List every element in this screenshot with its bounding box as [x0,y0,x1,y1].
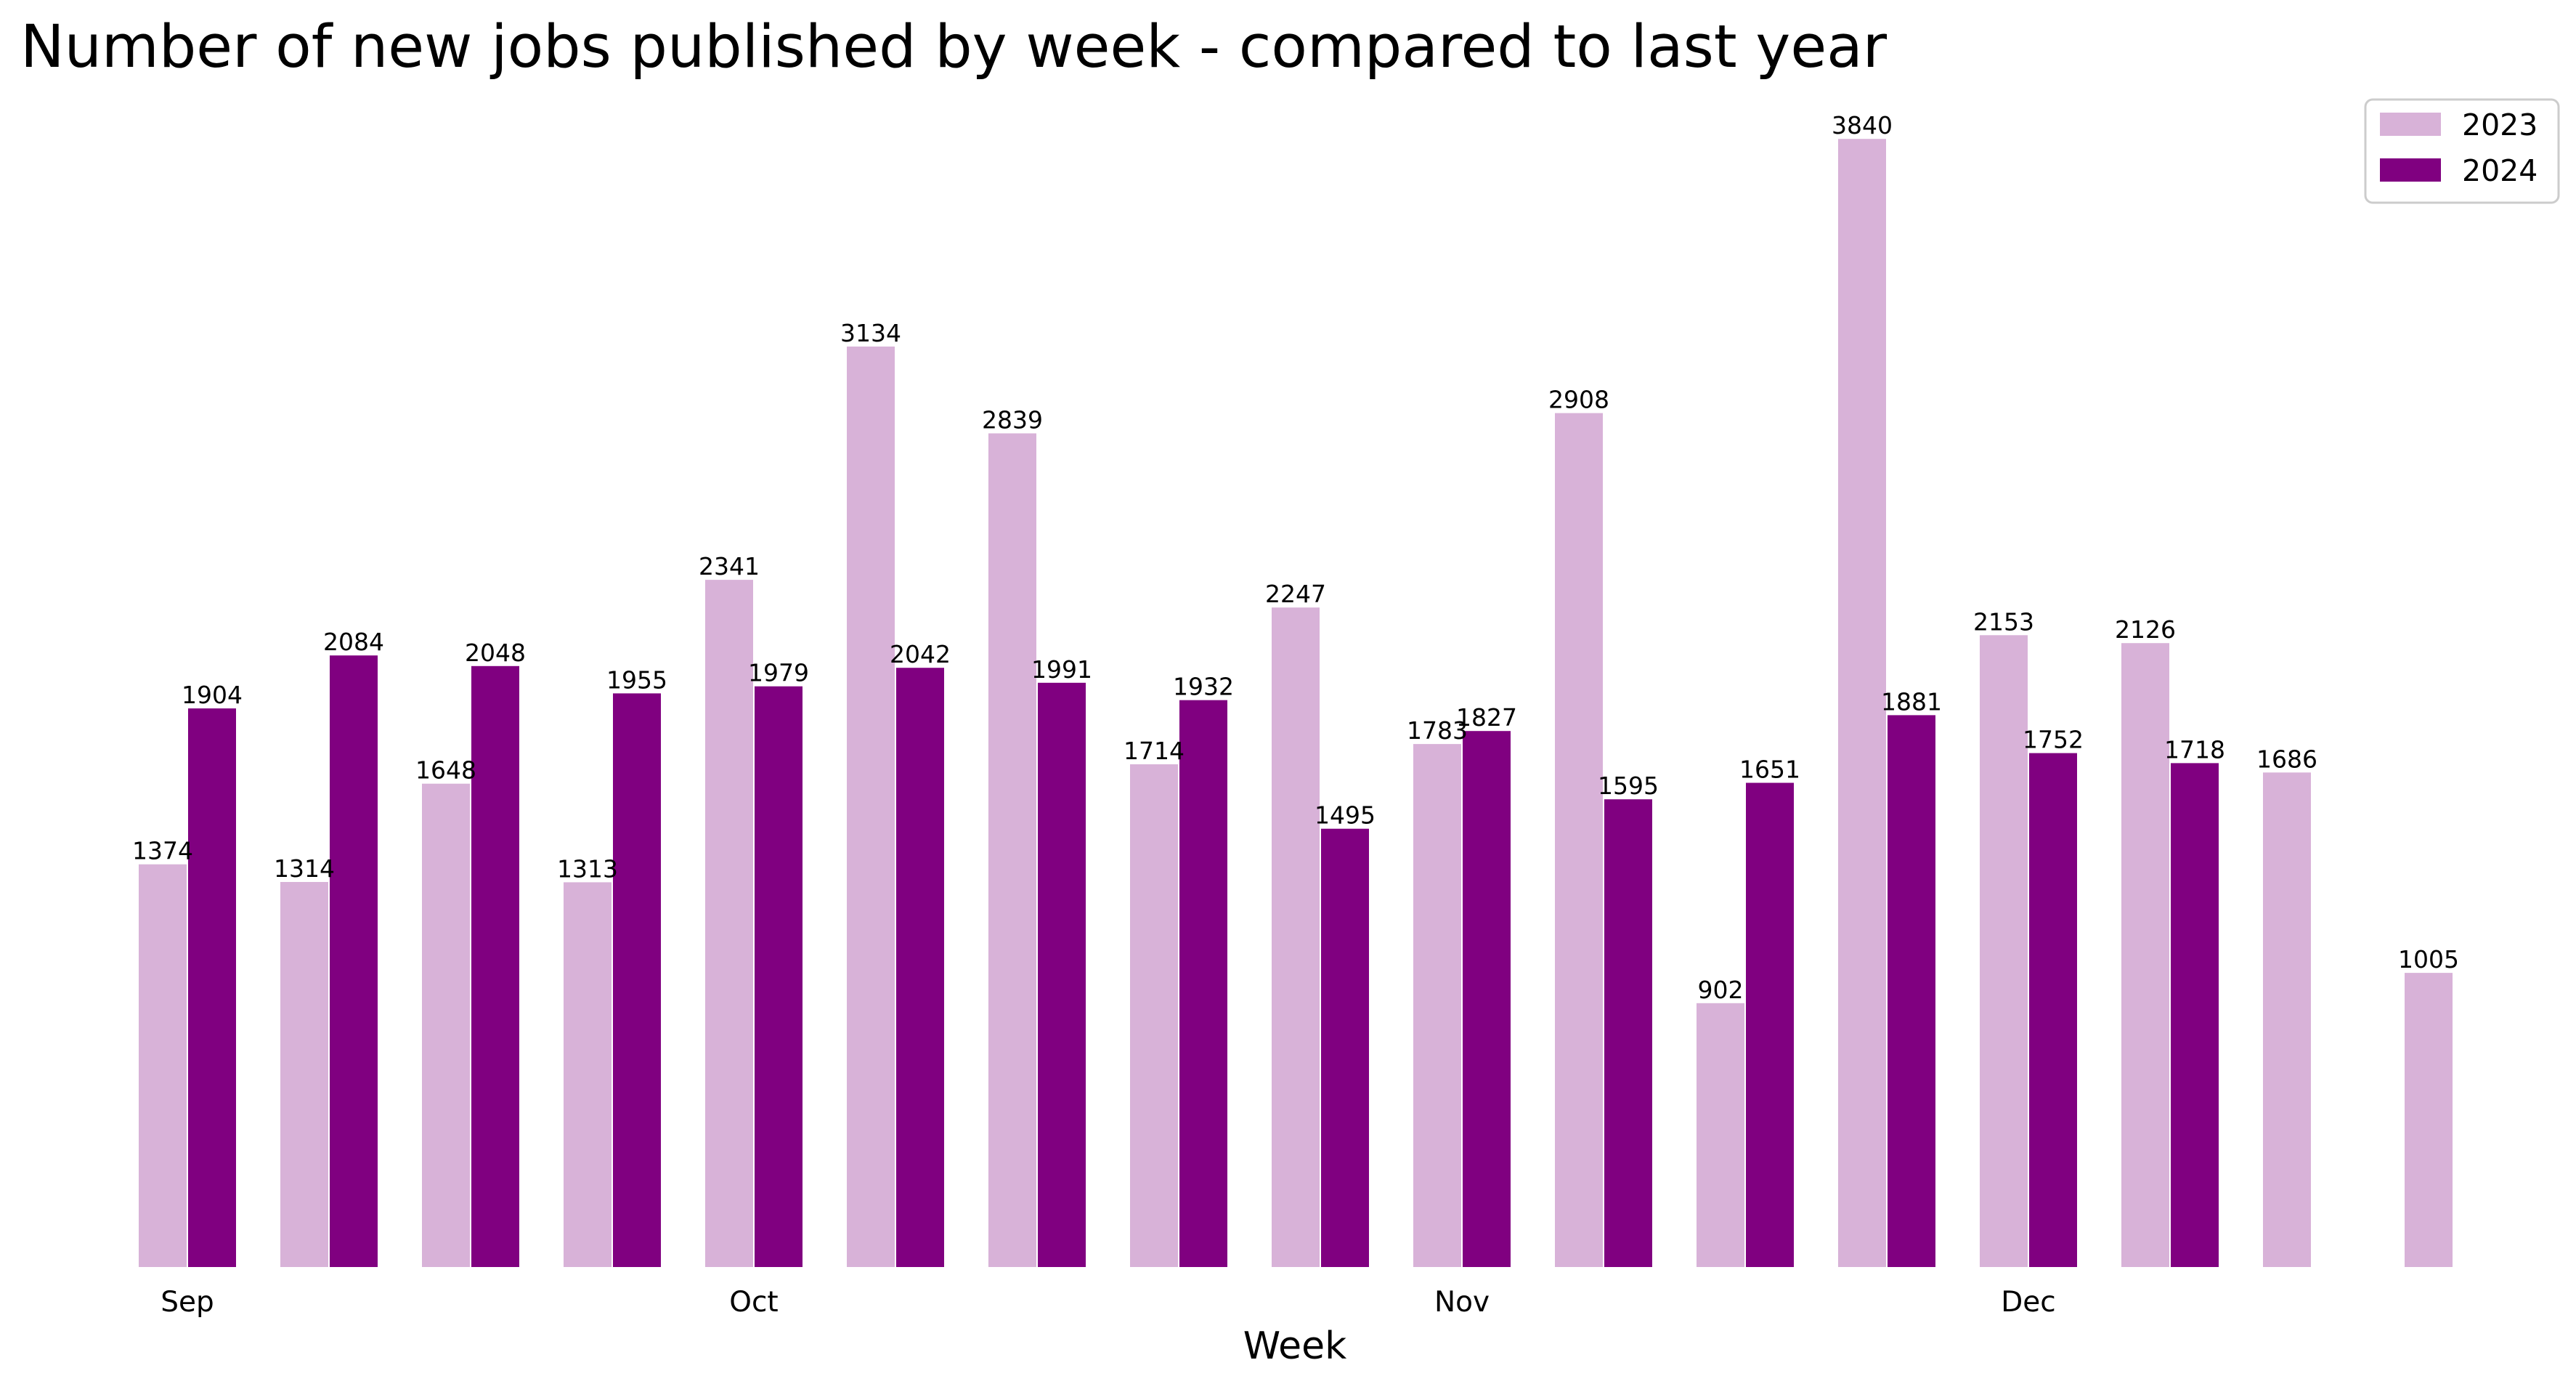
value-label-2023-week-6: 3134 [840,319,901,347]
value-label-2024-week-13: 1881 [1881,687,1942,716]
value-label-2023-week-15: 2126 [2115,615,2176,644]
legend-swatch-2023 [2380,113,2441,136]
legend: 2023 2024 [2364,98,2560,204]
value-labels-group: 1374 1314 1648 1313 2341 3134 2839 1714 2247 1783… [132,111,2459,1004]
legend-swatch-2024 [2380,158,2441,182]
value-label-2023-week-12: 902 [1698,976,1744,1004]
value-label-2023-week-10: 1783 [1407,716,1468,745]
value-label-2024-week-1: 1904 [182,681,243,709]
bar-2024-week-4 [612,692,662,1268]
value-label-2023-week-17: 1005 [2398,945,2459,974]
value-label-2024-week-9: 1495 [1315,801,1376,830]
value-label-2024-week-15: 1718 [2164,735,2225,764]
value-label-2024-week-3: 2048 [465,639,526,667]
value-label-2024-week-7: 1991 [1031,655,1092,684]
bar-2024-week-3 [470,664,521,1268]
x-tick-label-oct: Oct [729,1286,778,1319]
legend-label-2023: 2023 [2462,108,2538,142]
value-label-2023-week-13: 3840 [1832,111,1893,139]
bar-2024-week-15 [2169,761,2220,1268]
bar-2023-week-4 [562,881,613,1268]
bar-2024-week-5 [753,684,804,1268]
bar-2023-week-5 [704,578,755,1268]
bar-2023-week-10 [1412,742,1463,1268]
bar-2024-week-1 [187,707,237,1268]
value-label-2023-week-1: 1374 [132,837,193,865]
bar-2023-week-14 [1978,634,2029,1268]
value-label-2023-week-8: 1714 [1124,737,1185,765]
value-label-2024-week-8: 1932 [1173,673,1234,701]
bar-2024-week-12 [1744,781,1795,1268]
bar-2024-week-10 [1461,729,1512,1268]
bar-2024-week-13 [1886,713,1937,1268]
value-label-2024-week-11: 1595 [1598,772,1659,800]
bar-2023-week-17 [2403,971,2454,1268]
value-label-2023-week-11: 2908 [1548,386,1609,414]
bar-2023-week-11 [1553,411,1604,1268]
x-tick-label-sep: Sep [161,1286,214,1319]
value-label-2023-week-5: 2341 [699,552,760,580]
value-label-2024-week-10: 1827 [1456,703,1517,732]
x-axis-label: Week [1243,1324,1346,1368]
value-label-2023-week-9: 2247 [1265,580,1326,608]
bar-2024-week-2 [328,654,379,1268]
bar-2023-week-15 [2120,642,2171,1268]
bar-2023-week-7 [987,432,1038,1268]
value-label-2024-week-12: 1651 [1739,756,1800,784]
value-label-2024-week-4: 1955 [606,665,667,694]
value-label-2024-week-14: 1752 [2023,726,2084,754]
value-label-2023-week-7: 2839 [982,406,1043,434]
bar-2024-week-14 [2028,751,2079,1268]
bars-group [137,137,2454,1269]
bar-2024-week-6 [895,666,946,1268]
value-label-2024-week-5: 1979 [748,659,809,687]
bar-2023-week-6 [845,345,896,1268]
value-label-2023-week-4: 1313 [557,854,618,883]
value-label-2024-week-6: 2042 [890,640,951,668]
bar-2023-week-16 [2262,771,2312,1269]
value-label-2023-week-3: 1648 [415,756,476,785]
bar-2023-week-2 [279,881,330,1268]
bar-2023-week-13 [1837,137,1888,1269]
bar-2023-week-3 [420,782,471,1268]
bar-2023-week-1 [137,862,188,1268]
x-tick-labels-group: Sep Oct Nov Dec [161,1286,2055,1319]
x-tick-label-nov: Nov [1434,1286,1490,1319]
value-label-2023-week-14: 2153 [1973,607,2034,636]
legend-label-2024: 2024 [2462,153,2538,188]
bar-2024-week-7 [1036,681,1087,1268]
bar-2023-week-8 [1129,763,1179,1268]
value-label-2023-week-2: 1314 [274,854,335,883]
bar-2023-week-12 [1695,1001,1746,1269]
bar-2024-week-9 [1320,827,1370,1268]
bar-2023-week-9 [1270,606,1321,1268]
bar-2024-week-11 [1603,798,1654,1268]
chart-title: Number of new jobs published by week - c… [20,13,1888,81]
value-label-2023-week-16: 1686 [2256,745,2317,773]
x-tick-label-dec: Dec [2001,1286,2055,1319]
bar-2024-week-8 [1178,698,1229,1268]
value-label-2024-week-2: 2084 [323,628,384,656]
